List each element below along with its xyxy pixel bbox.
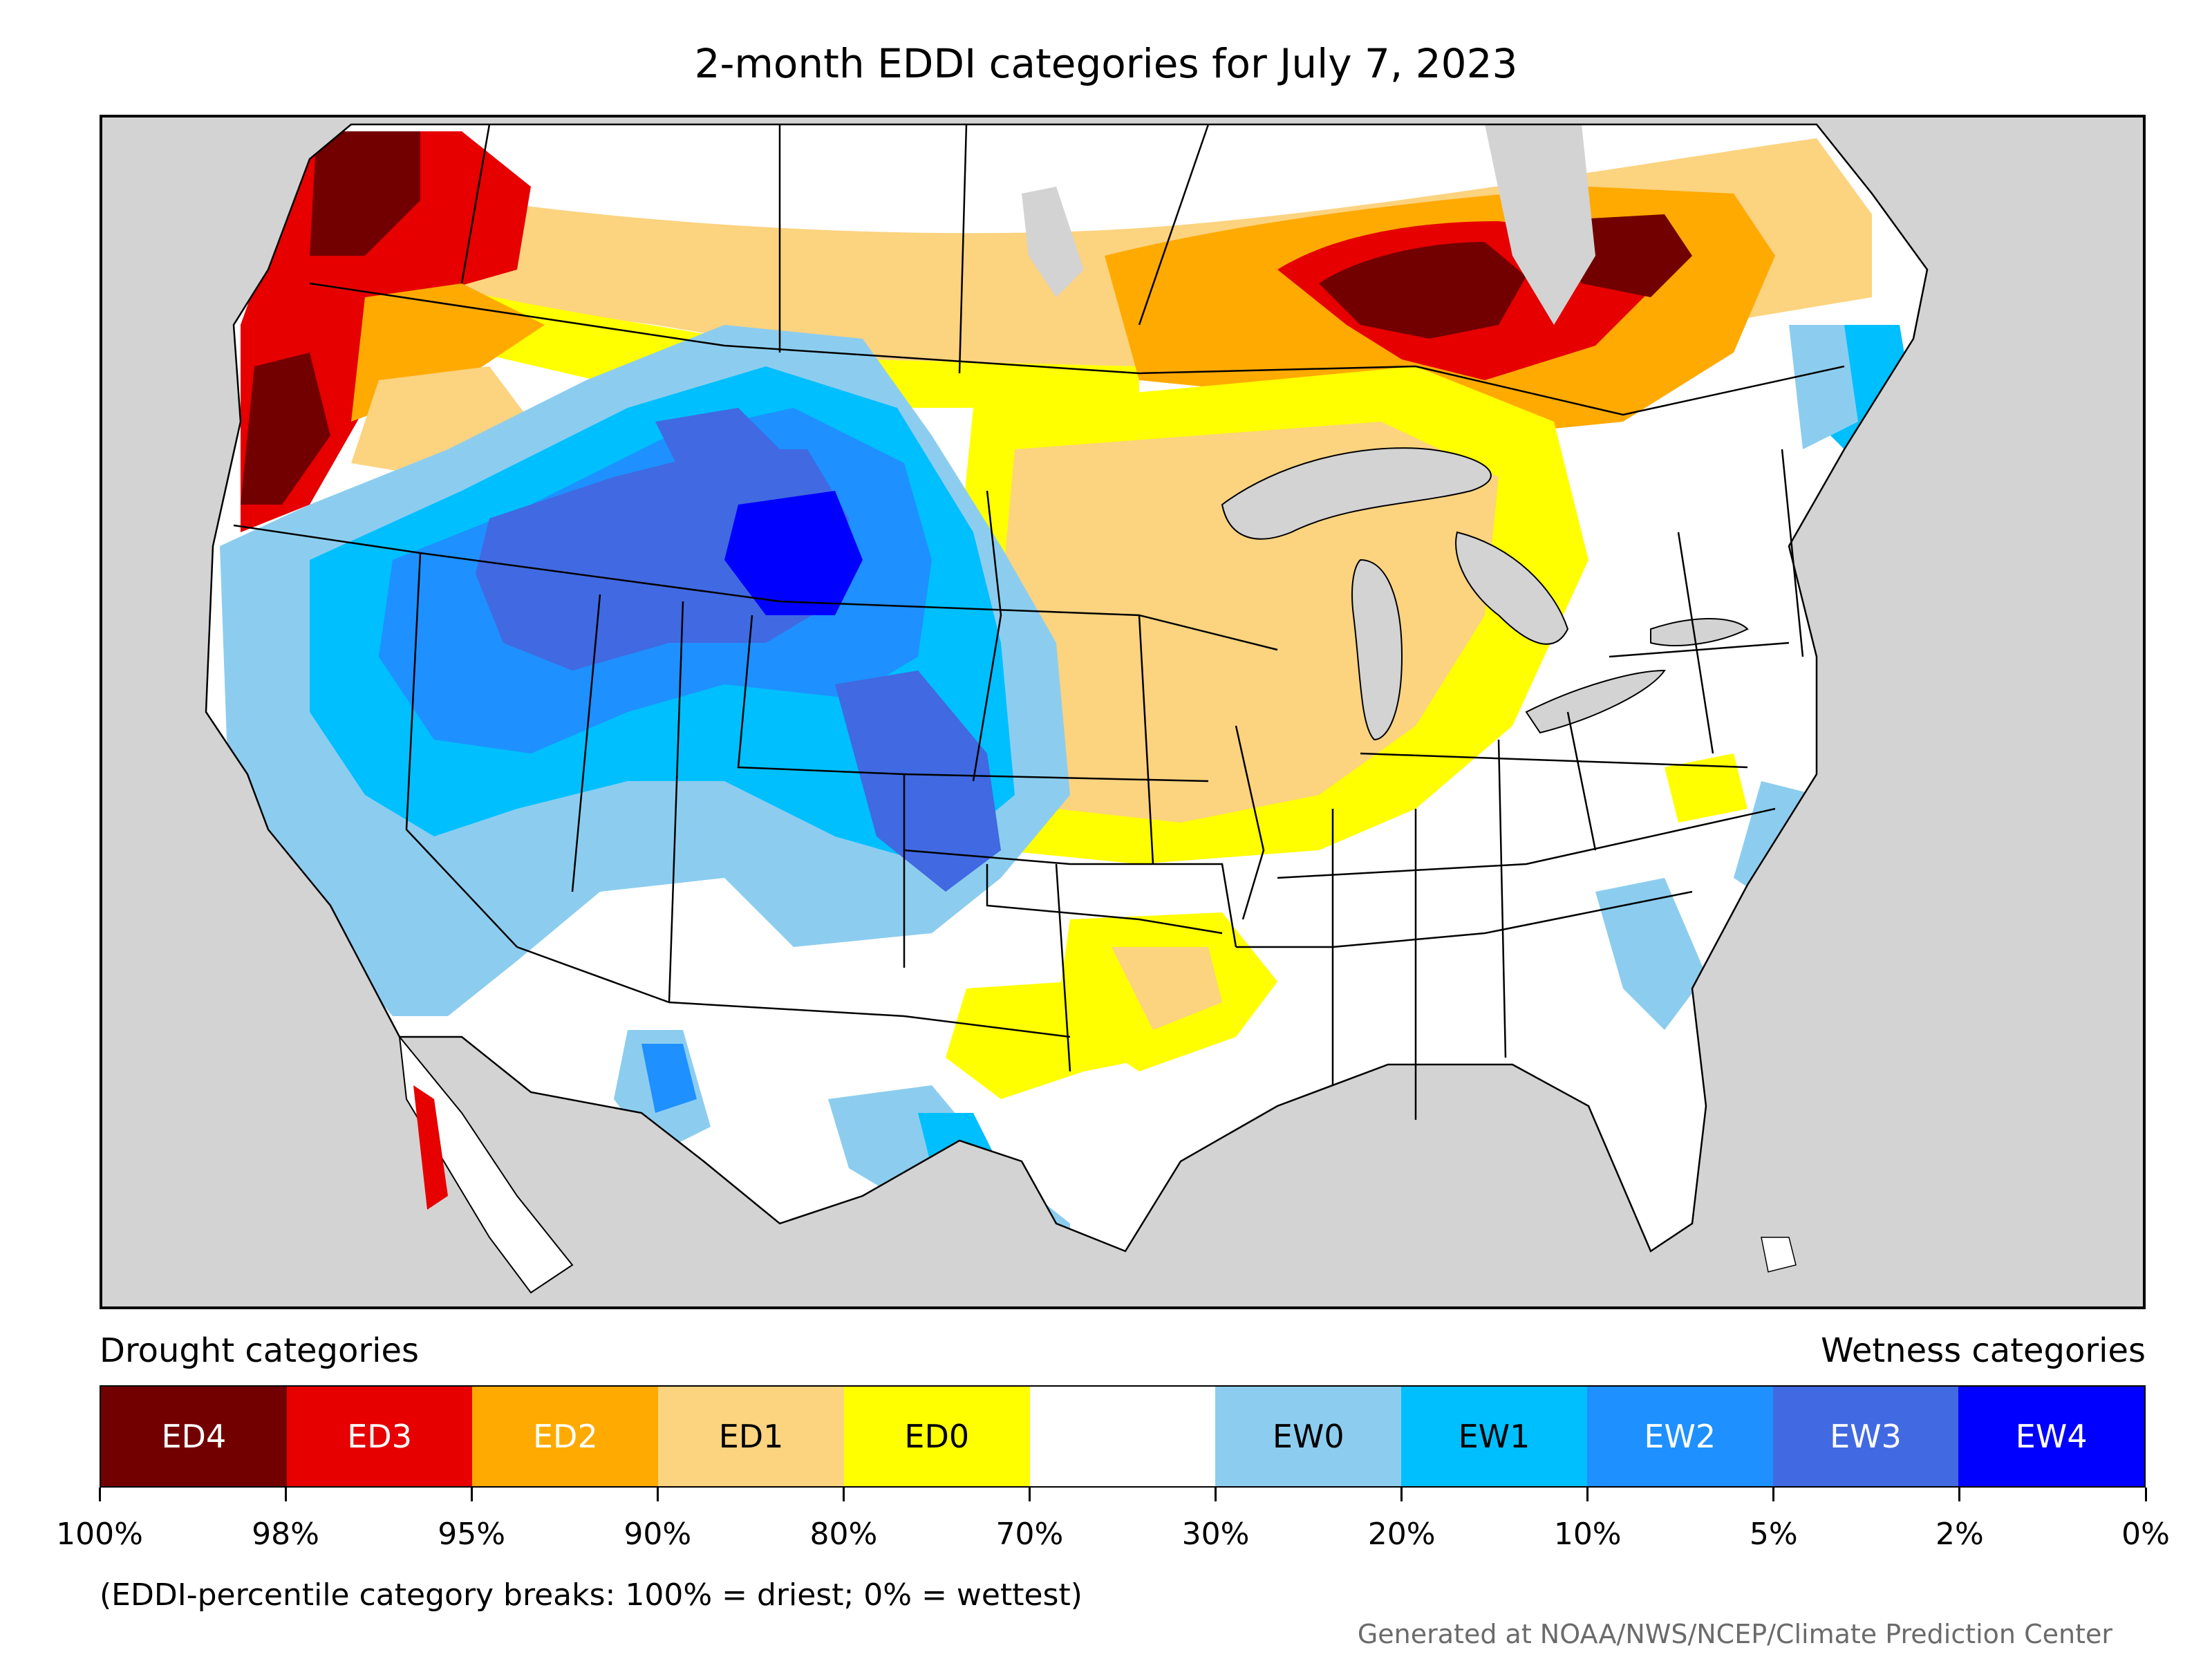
colorbar-tick-label: 10%: [1553, 1517, 1622, 1552]
colorbar-segment-ew2: EW2: [1586, 1387, 1773, 1486]
colorbar-segment-ew4: EW4: [1958, 1387, 2145, 1486]
lake-michigan: [1351, 559, 1403, 741]
coastline: [205, 123, 1929, 1253]
colorbar-label-ew1: EW1: [1458, 1418, 1530, 1455]
lake-huron: [1455, 531, 1569, 645]
colorbar-tick-mark: [284, 1488, 287, 1501]
colorbar-tick-label: 80%: [809, 1517, 878, 1552]
colorbar-segment-ed3: ED3: [286, 1387, 473, 1486]
wetness-categories-heading: Wetness categories: [1821, 1331, 2146, 1370]
colorbar-label-ew0: EW0: [1272, 1418, 1344, 1455]
lake-erie: [1525, 669, 1666, 734]
colorbar-tick-label: 90%: [624, 1517, 692, 1552]
colorbar-segment-ed2: ED2: [472, 1387, 659, 1486]
hudson-bay-edge: [1485, 124, 1595, 325]
colorbar-tick-mark: [1028, 1488, 1031, 1501]
lake-superior: [1221, 447, 1492, 540]
colorbar-label-ew2: EW2: [1644, 1418, 1716, 1455]
colorbar-label-ed1: ED1: [718, 1418, 784, 1455]
colorbar-tick-mark: [470, 1488, 473, 1501]
colorbar-segment-ew0: EW0: [1215, 1387, 1402, 1486]
colorbar-tick-label: 95%: [438, 1517, 506, 1552]
map-panel: [100, 115, 2146, 1309]
lake-ontario: [1650, 618, 1749, 646]
state-boundaries: [233, 124, 1845, 1120]
colorbar-label-ed3: ED3: [347, 1418, 412, 1455]
category-colorbar: ED4 ED3 ED2 ED1 ED0 EW0 EW1 EW2 EW3 EW4: [100, 1385, 2146, 1488]
colorbar-label-ed0: ED0: [904, 1418, 970, 1455]
colorbar-segment-normal: [1029, 1387, 1216, 1486]
colorbar-tick-mark: [1586, 1488, 1589, 1501]
colorbar-tick-mark: [1215, 1488, 1217, 1501]
colorbar-tick-label: 20%: [1367, 1517, 1436, 1552]
drought-categories-heading: Drought categories: [100, 1331, 419, 1370]
colorbar-tick-mark: [2144, 1488, 2147, 1501]
colorbar-tick-label: 5%: [1749, 1517, 1798, 1552]
colorbar-label-ed2: ED2: [532, 1418, 598, 1455]
colorbar-segment-ed4: ED4: [101, 1387, 287, 1486]
colorbar-segment-ew1: EW1: [1401, 1387, 1587, 1486]
colorbar-tick-mark: [1958, 1488, 1961, 1501]
colorbar-tick-label: 0%: [2121, 1517, 2170, 1552]
colorbar-tick-label: 98%: [252, 1517, 319, 1552]
colorbar-tick-mark: [842, 1488, 845, 1501]
colorbar-tick-mark: [1400, 1488, 1403, 1501]
colorbar-segment-ew3: EW3: [1772, 1387, 1959, 1486]
map-title: 2-month EDDI categories for July 7, 2023: [694, 40, 1518, 87]
colorbar-segment-ed0: ED0: [843, 1387, 1030, 1486]
colorbar-tick-label: 70%: [995, 1517, 1064, 1552]
percentile-note: (EDDI-percentile category breaks: 100% =…: [100, 1577, 1082, 1613]
colorbar-tick-label: 30%: [1181, 1517, 1250, 1552]
colorbar-tick-mark: [98, 1488, 101, 1501]
colorbar-label-ed4: ED4: [161, 1418, 227, 1455]
colorbar-tick-mark: [656, 1488, 659, 1501]
bahamas: [1761, 1237, 1797, 1273]
colorbar-label-ew3: EW3: [1830, 1418, 1902, 1455]
colorbar-tick-label: 100%: [56, 1517, 143, 1552]
colorbar-label-ew4: EW4: [2015, 1418, 2088, 1455]
credit-line: Generated at NOAA/NWS/NCEP/Climate Predi…: [1357, 1619, 2112, 1649]
colorbar-tick-mark: [1772, 1488, 1775, 1501]
colorbar-segment-ed1: ED1: [658, 1387, 844, 1486]
colorbar-tick-label: 2%: [1936, 1517, 1984, 1552]
